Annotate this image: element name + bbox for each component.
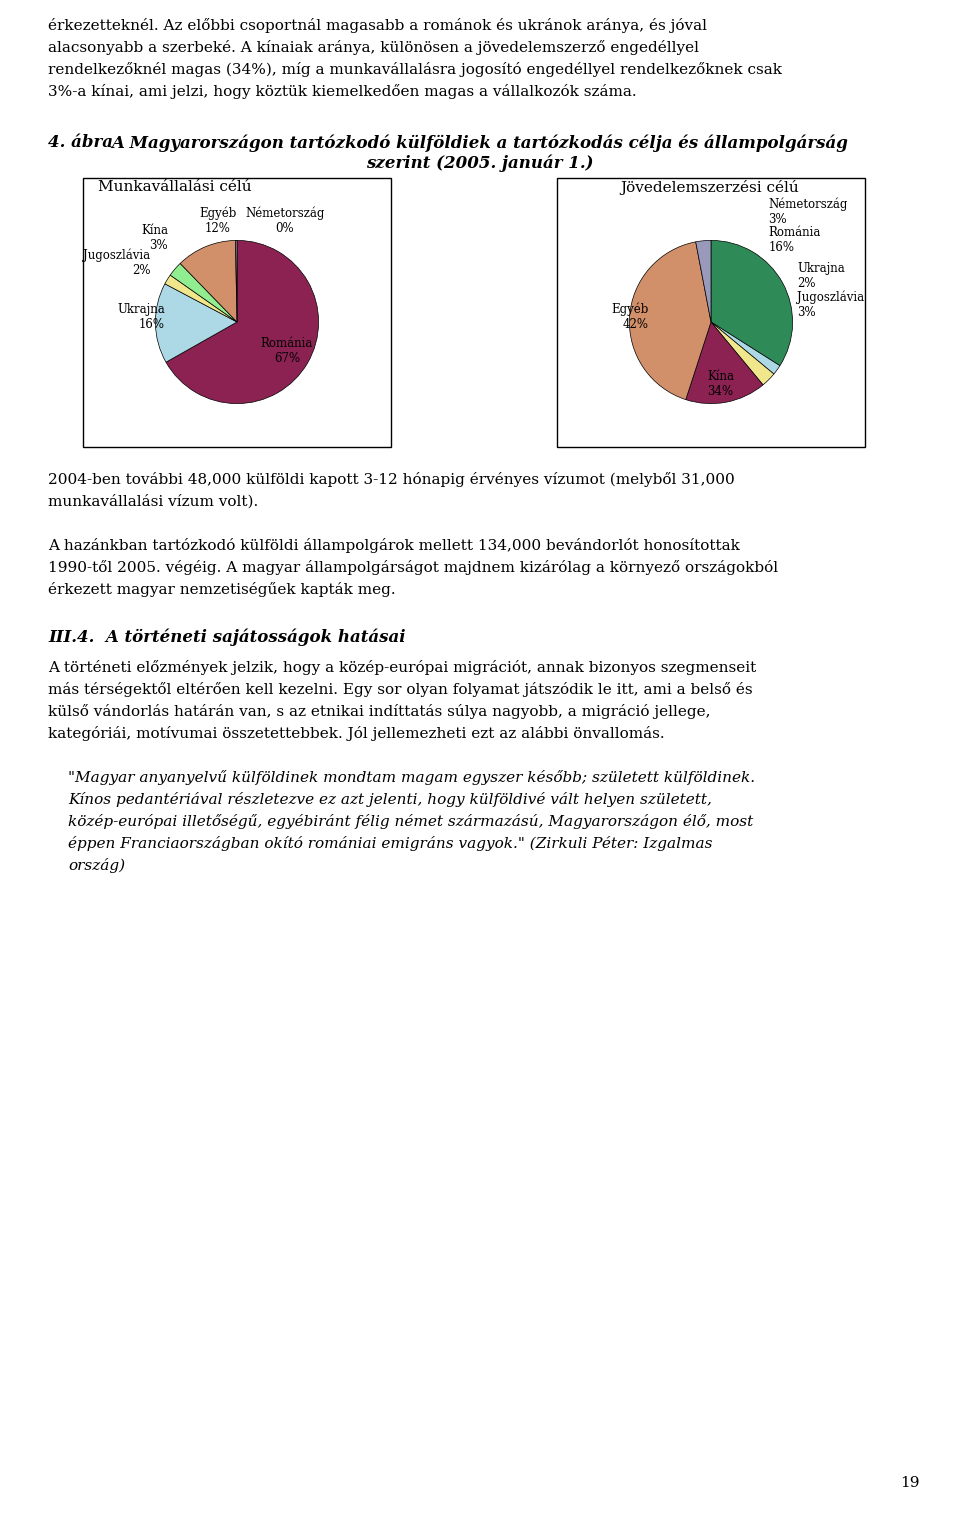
Text: érkezetteknél. Az előbbi csoportnál magasabb a románok és ukránok aránya, és jóv: érkezetteknél. Az előbbi csoportnál maga… [48,18,707,34]
Text: más térségektől eltérően kell kezelni. Egy sor olyan folyamat játszódik le itt, : más térségektől eltérően kell kezelni. E… [48,682,753,697]
Text: Németország
3%: Németország 3% [769,197,848,226]
Wedge shape [180,241,237,322]
Text: "Magyar anyanyelvű külföldinek mondtam magam egyszer később; született külföldin: "Magyar anyanyelvű külföldinek mondtam m… [68,770,756,785]
Text: Jövedelemszerzési célú: Jövedelemszerzési célú [620,180,800,195]
Text: A hazánkban tartózkodó külföldi állampolgárok mellett 134,000 bevándorlót honosí: A hazánkban tartózkodó külföldi állampol… [48,538,740,554]
Text: kategóriái, motívumai összetettebbek. Jól jellemezheti ezt az alábbi önvallomás.: kategóriái, motívumai összetettebbek. Jó… [48,726,664,741]
Text: 4. ábra: 4. ábra [48,134,113,151]
Wedge shape [235,241,237,322]
Text: 1990-től 2005. végéig. A magyar állampolgárságot majdnem kizárólag a környező or: 1990-től 2005. végéig. A magyar állampol… [48,560,779,575]
Text: A Magyarországon tartózkodó külföldiek a tartózkodás célja és állampolgárság: A Magyarországon tartózkodó külföldiek a… [111,134,849,151]
Text: Jugoszlávia
3%: Jugoszlávia 3% [798,290,865,319]
Text: alacsonyabb a szerbeké. A kínaiak aránya, különösen a jövedelemszerző engedéllye: alacsonyabb a szerbeké. A kínaiak aránya… [48,40,699,55]
Text: munkavállalási vízum volt).: munkavállalási vízum volt). [48,494,258,508]
Text: közép-európai illetőségű, egyébiránt félig német származású, Magyarországon élő,: közép-európai illetőségű, egyébiránt fél… [68,814,754,830]
Wedge shape [685,322,763,404]
Text: Ukrajna
2%: Ukrajna 2% [798,262,845,290]
Text: A történeti előzmények jelzik, hogy a közép-európai migrációt, annak bizonyos sz: A történeti előzmények jelzik, hogy a kö… [48,660,756,676]
Text: Németország
0%: Németország 0% [246,207,324,235]
Text: Egyéb
42%: Egyéb 42% [612,303,649,331]
Text: rendelkezőknél magas (34%), míg a munkavállalásra jogosító engedéllyel rendelkez: rendelkezőknél magas (34%), míg a munkav… [48,63,782,76]
Text: III.4.  A történeti sajátosságok hatásai: III.4. A történeti sajátosságok hatásai [48,628,406,645]
Text: Kína
34%: Kína 34% [708,371,734,398]
Text: Jugoszlávia
2%: Jugoszlávia 2% [84,249,151,276]
Text: külső vándorlás határán van, s az etnikai indíttatás súlya nagyobb, a migráció j: külső vándorlás határán van, s az etnika… [48,705,710,718]
Text: Kína
3%: Kína 3% [141,224,168,252]
Text: érkezett magyar nemzetiségűek kapták meg.: érkezett magyar nemzetiségűek kapták meg… [48,583,396,596]
Wedge shape [711,322,780,374]
Text: 2004-ben további 48,000 külföldi kapott 3-12 hónapig érvényes vízumot (melyből 3: 2004-ben további 48,000 külföldi kapott … [48,473,734,486]
Text: Románia
67%: Románia 67% [261,337,313,364]
Text: Egyéb
12%: Egyéb 12% [199,207,236,235]
Text: 3%-a kínai, ami jelzi, hogy köztük kiemelkedően magas a vállalkozók száma.: 3%-a kínai, ami jelzi, hogy köztük kieme… [48,84,636,99]
Text: szerint (2005. január 1.): szerint (2005. január 1.) [367,154,593,171]
Text: Kínos pedantériával részletezve ez azt jelenti, hogy külföldivé vált helyen szül: Kínos pedantériával részletezve ez azt j… [68,791,712,807]
Text: Ukrajna
16%: Ukrajna 16% [117,303,165,331]
Text: 19: 19 [900,1476,920,1490]
Wedge shape [166,241,319,404]
Text: Munkavállalási célú: Munkavállalási célú [98,180,252,194]
Wedge shape [630,242,711,400]
Wedge shape [711,322,774,384]
Text: ország): ország) [68,859,125,872]
Text: éppen Franciaországban okító romániai emigráns vagyok." (Zirkuli Péter: Izgalmas: éppen Franciaországban okító romániai em… [68,836,712,851]
Text: Románia
16%: Románia 16% [769,226,821,255]
Wedge shape [156,284,237,363]
Wedge shape [170,264,237,322]
Wedge shape [165,274,237,322]
Wedge shape [696,241,711,322]
Wedge shape [711,241,793,366]
